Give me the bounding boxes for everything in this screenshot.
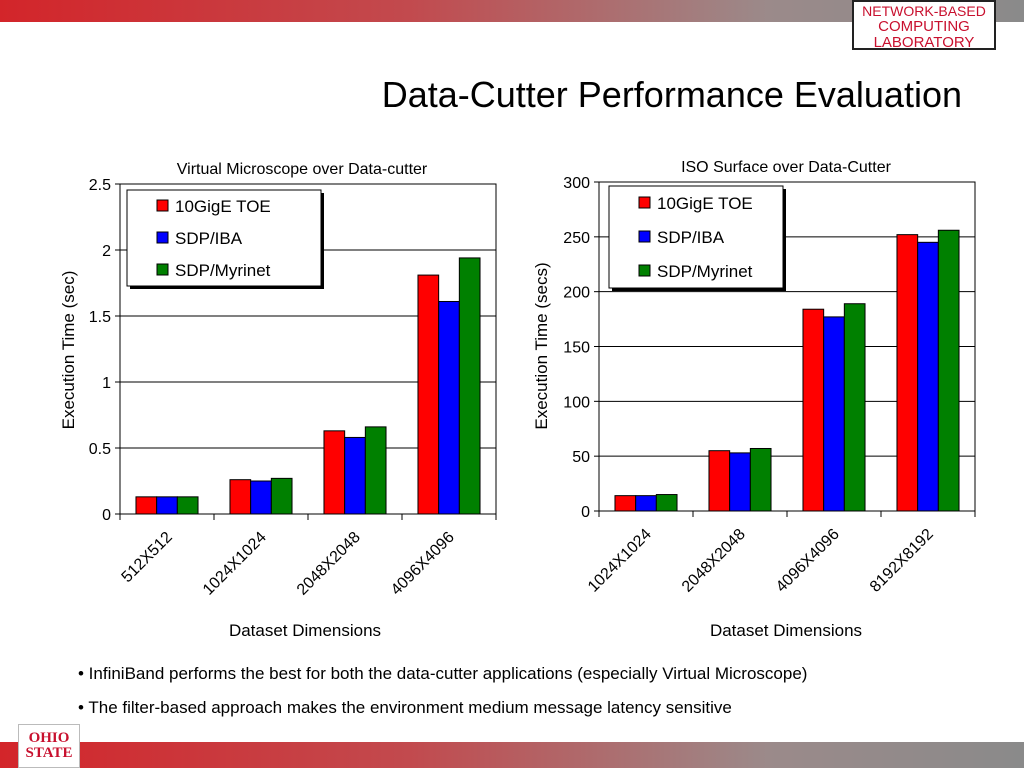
x-axis-label: Dataset Dimensions: [229, 621, 381, 640]
bar: [270, 477, 293, 515]
legend-swatch: [638, 230, 651, 243]
bar: [156, 496, 178, 515]
legend-box: [608, 185, 784, 289]
y-axis-label: Execution Time (sec): [59, 271, 78, 430]
bar: [135, 496, 158, 515]
y-tick-label: 200: [563, 285, 590, 302]
bottom-banner-bar: [0, 742, 1024, 768]
bar: [749, 447, 772, 512]
y-tick-label: 0: [581, 504, 590, 521]
legend-swatch: [638, 264, 651, 277]
bar: [458, 257, 481, 515]
bar: [896, 234, 919, 512]
bar: [937, 229, 960, 512]
y-tick-label: 100: [563, 394, 590, 411]
logo-line-2: COMPUTING: [878, 18, 970, 35]
bar: [802, 308, 825, 512]
x-tick-label: 1024X1024: [200, 529, 270, 599]
y-tick-label: 0: [102, 507, 111, 524]
x-tick-label: 2048X2048: [679, 526, 749, 596]
bar: [229, 479, 252, 515]
bar: [843, 303, 866, 512]
x-tick-label: 4096X4096: [773, 526, 843, 596]
legend-label: SDP/IBA: [175, 229, 243, 248]
bar: [176, 496, 199, 515]
legend-label: SDP/Myrinet: [175, 261, 271, 280]
y-axis-label: Execution Time (secs): [532, 262, 551, 429]
nbc-lab-logo: NETWORK-BASED COMPUTING LABORATORY: [852, 0, 996, 51]
bar: [708, 450, 731, 512]
bullet-item: • The filter-based approach makes the en…: [78, 698, 732, 717]
osu-logo-line-2: STATE: [25, 745, 73, 761]
x-tick-label: 2048X2048: [294, 529, 364, 599]
legend-label: 10GigE TOE: [175, 197, 271, 216]
bar: [250, 480, 272, 515]
y-tick-label: 0.5: [89, 441, 111, 458]
bar: [655, 494, 678, 512]
bar: [917, 241, 939, 512]
bullet-item: • InfiniBand performs the best for both …: [78, 664, 808, 683]
chart-title: ISO Surface over Data-Cutter: [681, 159, 892, 176]
bar: [417, 274, 440, 515]
y-tick-label: 50: [572, 449, 590, 466]
legend-swatch: [156, 263, 169, 276]
legend-label: SDP/IBA: [657, 228, 725, 247]
bar: [323, 430, 346, 515]
x-axis-label: Dataset Dimensions: [710, 621, 862, 640]
logo-line-1: NETWORK-BASED: [862, 3, 986, 19]
logo-line-3: LABORATORY: [873, 34, 975, 51]
legend-label: 10GigE TOE: [657, 194, 753, 213]
y-tick-label: 1.5: [89, 309, 111, 326]
legend-swatch: [638, 196, 651, 209]
bar: [635, 495, 657, 512]
osu-logo-line-1: OHIO: [28, 730, 70, 746]
bar: [344, 436, 366, 515]
iso-surface-chart: ISO Surface over Data-Cutter 0 50 100 150 200…: [532, 159, 976, 640]
bar: [729, 452, 751, 512]
bullet-list: • InfiniBand performs the best for both …: [78, 664, 807, 732]
legend-swatch: [156, 231, 169, 244]
bar: [438, 300, 460, 515]
x-tick-label: 1024X1024: [585, 526, 655, 596]
y-tick-label: 150: [563, 340, 590, 357]
x-tick-label: 512X512: [119, 529, 176, 586]
y-tick-label: 1: [102, 375, 111, 392]
bar: [823, 316, 845, 512]
virtual-microscope-chart: Virtual Microscope over Data-cutter 0 0.5 1…: [59, 161, 497, 640]
bar: [364, 426, 387, 515]
chart-title: Virtual Microscope over Data-cutter: [177, 161, 428, 178]
y-tick-label: 250: [563, 230, 590, 247]
y-tick-label: 2: [102, 243, 111, 260]
ohio-state-logo: OHIO STATE: [18, 724, 80, 768]
legend-label: SDP/Myrinet: [657, 262, 753, 281]
top-banner-bar: [0, 0, 1024, 22]
x-tick-label: 8192X8192: [867, 526, 937, 596]
bar: [614, 495, 637, 512]
slide-title: Data-Cutter Performance Evaluation: [381, 74, 962, 115]
legend-swatch: [156, 199, 169, 212]
x-tick-label: 4096X4096: [388, 529, 458, 599]
y-tick-label: 2.5: [89, 177, 111, 194]
y-tick-label: 300: [563, 175, 590, 192]
